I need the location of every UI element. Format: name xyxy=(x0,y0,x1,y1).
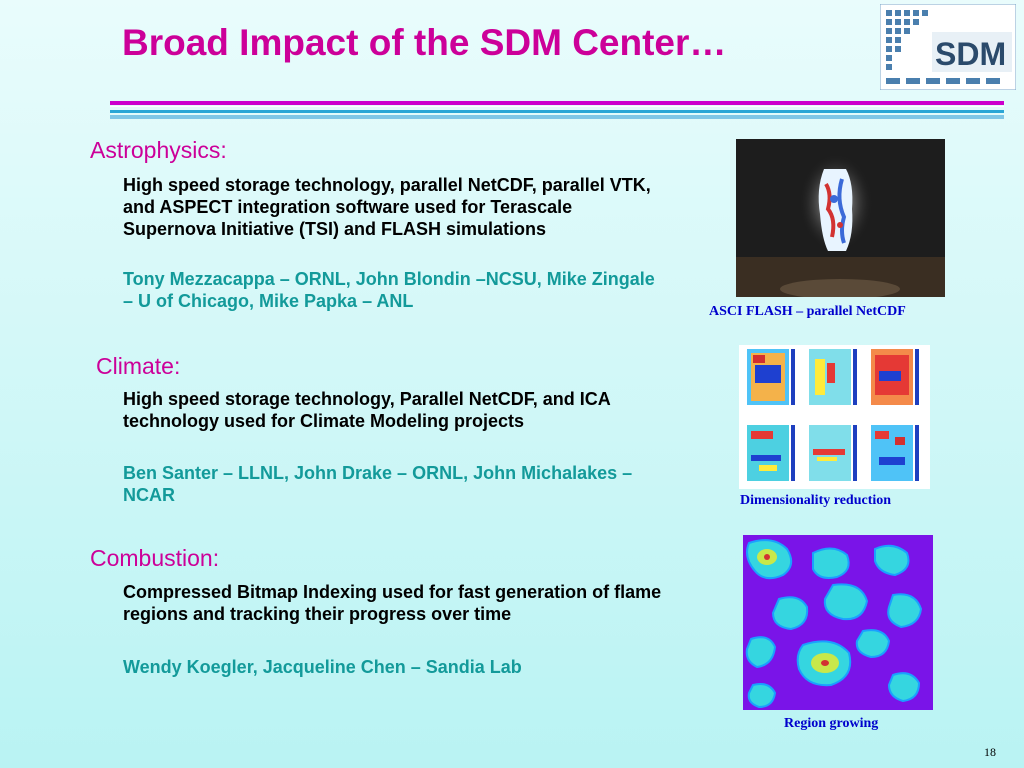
title-divider-blue xyxy=(110,110,1004,113)
section-people-climate: Ben Santer – LLNL, John Drake – ORNL, Jo… xyxy=(123,463,633,505)
section-heading-combustion: Combustion: xyxy=(90,545,220,571)
section-description-combustion: Compressed Bitmap Indexing used for fast… xyxy=(123,582,662,624)
region-growing-image xyxy=(743,535,933,710)
section-description-astrophysics: High speed storage technology, parallel … xyxy=(123,175,651,239)
flash-visualization-image xyxy=(736,139,945,297)
slide-title: Broad Impact of the SDM Center… xyxy=(122,22,727,63)
title-divider-magenta xyxy=(110,101,1004,105)
dimensionality-reduction-image xyxy=(739,345,930,489)
figure-caption-flash: ASCI FLASH – parallel NetCDF xyxy=(709,304,906,319)
figure-caption-dimensionality: Dimensionality reduction xyxy=(740,493,892,508)
figure-caption-region-growing: Region growing xyxy=(784,716,879,731)
section-people-astrophysics: Tony Mezzacappa – ORNL, John Blondin –NC… xyxy=(123,269,655,311)
section-description-climate: High speed storage technology, Parallel … xyxy=(123,389,611,431)
slide-page-number: 18 xyxy=(984,745,996,759)
section-people-combustion: Wendy Koegler, Jacqueline Chen – Sandia … xyxy=(123,657,522,677)
sdm-logo: SDM xyxy=(880,4,1016,90)
title-divider-lightblue xyxy=(110,115,1004,119)
section-heading-astrophysics: Astrophysics: xyxy=(90,137,227,163)
title-divider-gap xyxy=(110,106,1004,107)
section-heading-climate: Climate: xyxy=(96,353,181,379)
logo-text: SDM xyxy=(935,36,1006,72)
